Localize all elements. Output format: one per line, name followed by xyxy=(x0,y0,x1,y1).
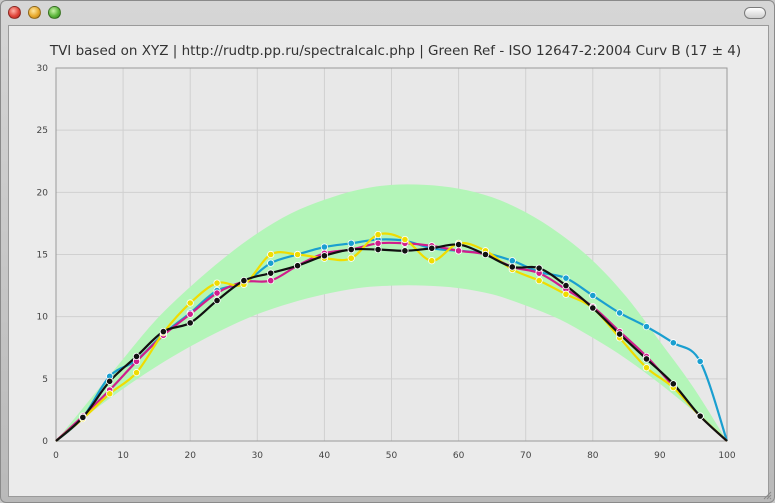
x-tick-label-1: 10 xyxy=(117,451,129,461)
series-2-point-22 xyxy=(642,364,651,372)
resize-grip-icon[interactable] xyxy=(762,490,772,500)
series-1-point-15 xyxy=(454,247,463,255)
y-tick-label-1: 5 xyxy=(42,375,48,385)
chart-series xyxy=(55,231,729,442)
series-3-point-20 xyxy=(589,304,597,312)
series-3-point-10 xyxy=(320,252,328,260)
y-tick-label-5: 25 xyxy=(37,126,48,136)
series-2-point-14 xyxy=(428,257,436,265)
series-1-point-6 xyxy=(213,289,221,297)
series-2-point-8 xyxy=(267,250,275,259)
series-1-point-5 xyxy=(186,310,194,318)
series-0-point-24 xyxy=(696,357,704,366)
x-tick-label-6: 60 xyxy=(453,451,465,461)
chart-title: TVI based on XYZ | http://rudtp.pp.ru/sp… xyxy=(49,43,741,59)
series-3-point-22 xyxy=(642,355,651,363)
series-3-point-5 xyxy=(186,319,194,327)
y-tick-label-2: 10 xyxy=(37,313,49,323)
y-tick-label-6: 30 xyxy=(37,64,49,74)
series-0-point-17 xyxy=(508,257,516,265)
x-tick-label-2: 20 xyxy=(184,451,196,461)
series-3-point-16 xyxy=(481,250,490,259)
series-0-point-21 xyxy=(616,309,624,317)
series-2-point-19 xyxy=(562,290,570,298)
tolerance-band xyxy=(56,184,727,441)
x-tick-label-9: 90 xyxy=(654,451,666,461)
series-3-point-11 xyxy=(347,245,355,254)
x-tick-label-10: 100 xyxy=(718,451,735,461)
series-3-point-17 xyxy=(508,263,516,271)
series-2-point-11 xyxy=(347,254,355,262)
series-3-point-13 xyxy=(401,247,409,255)
x-tick-label-8: 80 xyxy=(587,451,599,461)
tvi-chart: 0 10 20 30 40 50 60 70 80 90 100 0 5 10 15 20 25 30 TVI b… xyxy=(37,43,742,461)
series-0-point-19 xyxy=(562,274,570,282)
x-tick-label-3: 30 xyxy=(252,451,264,461)
plot-frame xyxy=(55,67,728,442)
series-3-point-6 xyxy=(213,296,221,305)
series-2-point-2 xyxy=(106,390,114,398)
series-0-point-22 xyxy=(642,323,651,331)
series-2-point-3 xyxy=(132,369,141,377)
series-1-point-12 xyxy=(374,239,382,247)
series-3-point-3 xyxy=(132,352,141,361)
series-3-point-9 xyxy=(293,262,302,270)
y-tick-label-0: 0 xyxy=(42,437,48,447)
x-tick-label-5: 50 xyxy=(386,451,398,461)
series-3-point-8 xyxy=(267,269,275,277)
series-3-point-12 xyxy=(374,245,382,254)
window-titlebar[interactable] xyxy=(1,1,774,25)
series-3-point-2 xyxy=(106,377,114,385)
series-3-point-7 xyxy=(240,277,248,285)
series-0-point-11 xyxy=(347,239,355,247)
window-zoom-icon[interactable] xyxy=(48,6,61,19)
x-tick-label-4: 40 xyxy=(319,451,331,461)
series-2-point-18 xyxy=(535,277,543,285)
series-3-point-15 xyxy=(454,240,463,249)
y-tick-label-3: 15 xyxy=(37,251,48,261)
series-2-point-13 xyxy=(401,235,409,244)
series-0-point-8 xyxy=(267,259,275,267)
series-3-point-1 xyxy=(79,413,87,421)
series-3-point-23 xyxy=(669,380,677,388)
series-3-point-19 xyxy=(562,281,570,290)
series-2-point-9 xyxy=(293,250,302,259)
series-3-point-18 xyxy=(535,264,543,272)
series-0-point-20 xyxy=(589,291,597,300)
x-tick-label-7: 70 xyxy=(520,451,532,461)
series-1-point-8 xyxy=(267,277,275,285)
series-0-point-23 xyxy=(669,339,677,347)
series-2-point-6 xyxy=(213,279,221,287)
axis-tick-labels: 0 10 20 30 40 50 60 70 80 90 100 0 5 10 15 20 25 30 xyxy=(37,64,736,461)
window-close-icon[interactable] xyxy=(8,6,21,19)
y-tick-label-4: 20 xyxy=(37,188,49,198)
series-3-point-4 xyxy=(159,327,167,336)
x-tick-label-0: 0 xyxy=(53,451,59,461)
series-0-point-10 xyxy=(320,243,328,251)
toolbar-toggle-button[interactable] xyxy=(744,7,766,19)
series-3-point-14 xyxy=(428,244,436,252)
series-3-point-24 xyxy=(696,412,704,420)
series-3-point-21 xyxy=(616,330,624,338)
series-2-point-5 xyxy=(186,299,194,307)
window-minimize-icon[interactable] xyxy=(28,6,41,19)
series-2-point-12 xyxy=(374,231,382,239)
